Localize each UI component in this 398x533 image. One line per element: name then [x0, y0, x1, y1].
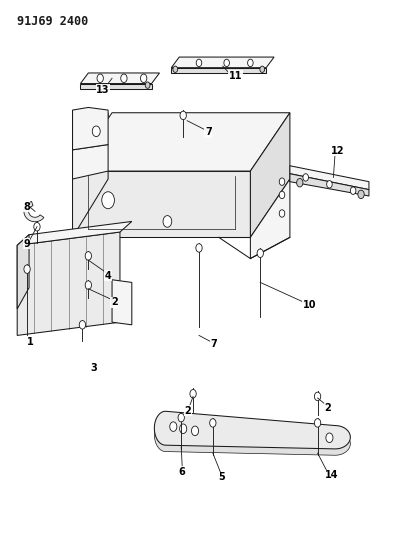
- Text: 11: 11: [228, 70, 242, 80]
- Circle shape: [279, 178, 285, 185]
- Circle shape: [314, 419, 321, 427]
- Text: 7: 7: [211, 340, 218, 350]
- Polygon shape: [250, 179, 290, 259]
- Polygon shape: [72, 179, 290, 237]
- Circle shape: [358, 190, 364, 199]
- Polygon shape: [171, 57, 274, 68]
- Circle shape: [326, 433, 333, 442]
- Circle shape: [350, 187, 356, 195]
- Circle shape: [297, 179, 303, 187]
- Text: 91J69 2400: 91J69 2400: [17, 14, 88, 28]
- Text: 2: 2: [184, 406, 191, 416]
- Circle shape: [279, 191, 285, 199]
- Polygon shape: [72, 113, 290, 171]
- Polygon shape: [250, 113, 290, 237]
- Polygon shape: [72, 144, 108, 179]
- Circle shape: [85, 252, 92, 260]
- Circle shape: [85, 281, 92, 289]
- Polygon shape: [80, 84, 152, 89]
- Text: 2: 2: [325, 403, 332, 413]
- Text: 14: 14: [325, 471, 338, 480]
- Text: 13: 13: [96, 85, 110, 95]
- Polygon shape: [154, 411, 350, 449]
- Circle shape: [24, 265, 30, 273]
- Circle shape: [190, 390, 196, 398]
- Circle shape: [196, 59, 202, 67]
- Circle shape: [196, 244, 202, 252]
- Circle shape: [248, 59, 253, 67]
- Polygon shape: [72, 113, 108, 237]
- Polygon shape: [17, 235, 29, 309]
- Polygon shape: [72, 108, 108, 150]
- Polygon shape: [17, 232, 120, 335]
- Text: 1: 1: [27, 337, 34, 347]
- Polygon shape: [112, 280, 132, 325]
- Circle shape: [97, 74, 103, 83]
- Polygon shape: [24, 201, 44, 222]
- Circle shape: [327, 181, 332, 188]
- Circle shape: [224, 59, 229, 67]
- Circle shape: [210, 419, 216, 427]
- Circle shape: [121, 74, 127, 83]
- Circle shape: [191, 426, 199, 435]
- Circle shape: [260, 66, 265, 72]
- Circle shape: [170, 422, 177, 431]
- Circle shape: [92, 126, 100, 136]
- Polygon shape: [72, 171, 250, 237]
- Text: 3: 3: [90, 364, 97, 373]
- Circle shape: [79, 320, 86, 329]
- Text: 2: 2: [111, 297, 118, 307]
- Circle shape: [178, 414, 184, 422]
- Text: 8: 8: [23, 201, 30, 212]
- Circle shape: [180, 111, 186, 119]
- Polygon shape: [17, 221, 132, 245]
- Circle shape: [173, 66, 178, 72]
- Polygon shape: [154, 418, 350, 455]
- Circle shape: [163, 216, 172, 227]
- Circle shape: [179, 424, 187, 433]
- Text: 12: 12: [332, 146, 345, 156]
- Circle shape: [102, 192, 114, 209]
- Circle shape: [279, 210, 285, 217]
- Polygon shape: [290, 174, 369, 196]
- Circle shape: [303, 174, 308, 181]
- Text: 5: 5: [218, 472, 225, 482]
- Circle shape: [257, 249, 263, 257]
- Circle shape: [34, 222, 40, 231]
- Text: 7: 7: [205, 127, 212, 138]
- Text: 6: 6: [178, 467, 185, 477]
- Polygon shape: [290, 166, 369, 190]
- Text: 9: 9: [23, 239, 30, 249]
- Polygon shape: [171, 68, 266, 73]
- Polygon shape: [80, 73, 160, 84]
- Circle shape: [140, 74, 147, 83]
- Circle shape: [145, 82, 150, 88]
- Text: 10: 10: [303, 300, 316, 310]
- Circle shape: [314, 392, 321, 401]
- Text: 4: 4: [105, 271, 112, 280]
